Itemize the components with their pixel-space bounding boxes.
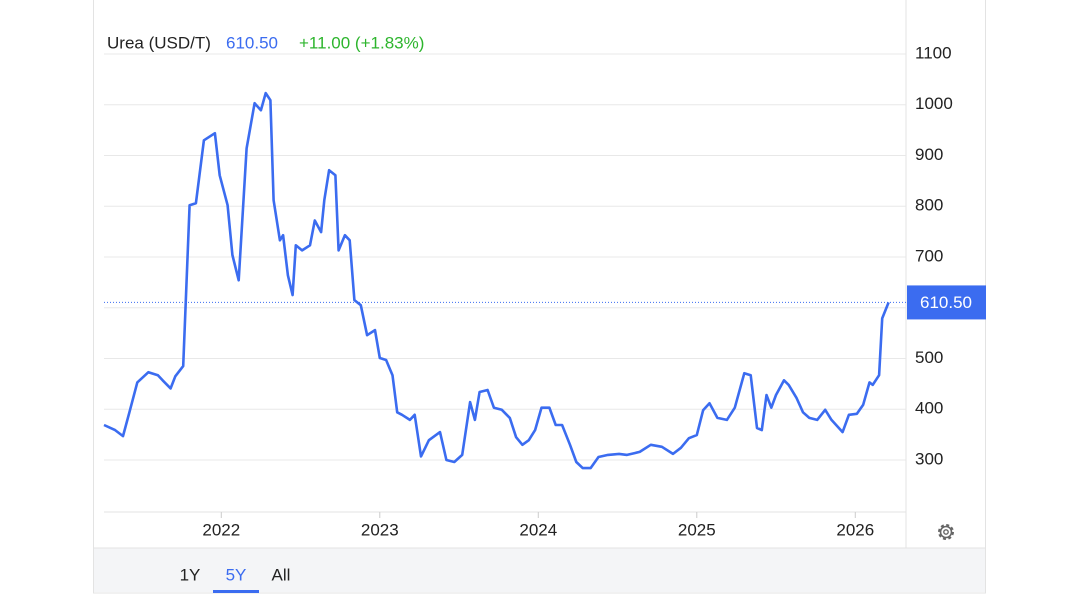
range-bar (94, 548, 985, 592)
last-price-label: 610.50 (920, 293, 972, 312)
price-line (103, 91, 890, 470)
last-price: 610.50 (226, 33, 278, 52)
x-tick-label: 2026 (836, 520, 874, 539)
x-tick-label: 2025 (678, 520, 716, 539)
card (93, 0, 986, 594)
settings-icon[interactable] (938, 524, 954, 540)
y-tick-label: 1000 (915, 94, 953, 113)
y-tick-label: 800 (915, 196, 943, 215)
range-underline (213, 590, 259, 593)
y-tick-label: 500 (915, 348, 943, 367)
chart-title: Urea (USD/T) (107, 33, 211, 52)
price-change: +11.00 (+1.83%) (299, 33, 424, 52)
x-tick-label: 2024 (519, 520, 557, 539)
x-tick-label: 2023 (361, 520, 399, 539)
range-button[interactable]: 5Y (226, 565, 247, 584)
y-tick-label: 700 (915, 246, 943, 265)
x-tick-label: 2022 (202, 520, 240, 539)
y-tick-label: 900 (915, 145, 943, 164)
range-button[interactable]: 1Y (180, 565, 201, 584)
range-button[interactable]: All (272, 565, 291, 584)
y-tick-label: 400 (915, 399, 943, 418)
y-tick-label: 300 (915, 449, 943, 468)
last-price-box (907, 285, 986, 320)
y-tick-label: 1100 (915, 43, 952, 62)
